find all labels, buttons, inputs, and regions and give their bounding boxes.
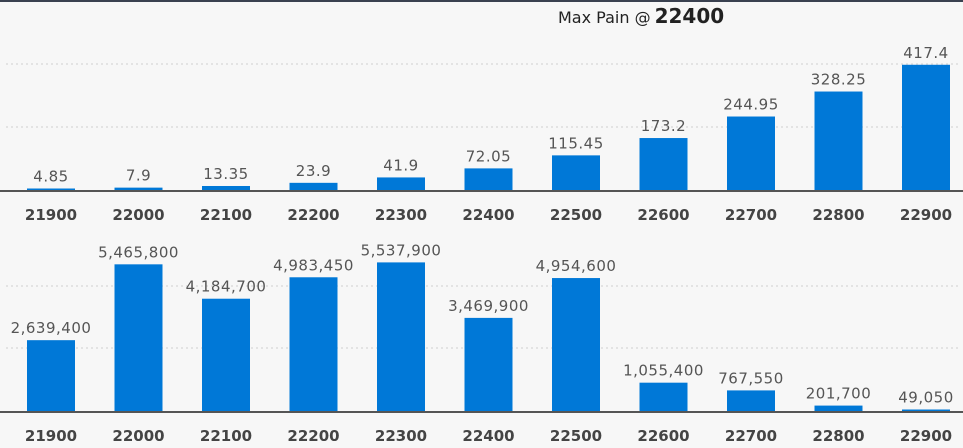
x-tick-label-22700: 22700 bbox=[725, 427, 777, 445]
value-label-22300: 5,537,900 bbox=[361, 241, 442, 259]
value-label-22100: 13.35 bbox=[203, 165, 248, 183]
bar-22600[interactable] bbox=[639, 382, 688, 411]
x-tick-label-22100: 22100 bbox=[200, 427, 252, 445]
bar-22400[interactable] bbox=[464, 168, 513, 190]
x-tick-label-22400: 22400 bbox=[462, 427, 514, 445]
title-prefix: Max Pain @ bbox=[558, 8, 651, 27]
x-tick-label-22900: 22900 bbox=[900, 427, 952, 445]
x-tick-label-21900: 21900 bbox=[25, 427, 77, 445]
value-label-22800: 201,700 bbox=[806, 385, 872, 403]
value-label-22200: 4,983,450 bbox=[273, 256, 354, 274]
bar-22800[interactable] bbox=[814, 405, 863, 411]
bar-22600[interactable] bbox=[639, 138, 688, 190]
value-label-22600: 173.2 bbox=[641, 117, 686, 135]
value-label-22000: 5,465,800 bbox=[98, 243, 179, 261]
x-tick-label-22800: 22800 bbox=[812, 206, 864, 224]
bar-22700[interactable] bbox=[727, 390, 775, 411]
value-label-22800: 328.25 bbox=[811, 71, 867, 89]
bar-22200[interactable] bbox=[289, 182, 338, 190]
value-label-22600: 1,055,400 bbox=[623, 362, 704, 380]
bar-22100[interactable] bbox=[202, 298, 250, 411]
x-tick-label-22500: 22500 bbox=[550, 206, 602, 224]
bar-22000[interactable] bbox=[114, 187, 163, 190]
x-tick-label-22200: 22200 bbox=[287, 206, 339, 224]
bar-21900[interactable] bbox=[27, 188, 75, 191]
bar-21900[interactable] bbox=[27, 340, 75, 411]
value-label-22200: 23.9 bbox=[296, 162, 331, 180]
bar-22100[interactable] bbox=[202, 185, 250, 190]
value-label-22900: 417.4 bbox=[903, 44, 948, 62]
bar-22800[interactable] bbox=[814, 91, 863, 190]
x-tick-label-22700: 22700 bbox=[725, 206, 777, 224]
value-label-22500: 4,954,600 bbox=[536, 257, 617, 275]
x-tick-label-22300: 22300 bbox=[375, 427, 427, 445]
x-tick-label-22000: 22000 bbox=[112, 206, 164, 224]
x-tick-label-22500: 22500 bbox=[550, 427, 602, 445]
top-border bbox=[0, 0, 963, 2]
x-tick-label-21900: 21900 bbox=[25, 206, 77, 224]
x-tick-label-22200: 22200 bbox=[287, 427, 339, 445]
value-label-22700: 244.95 bbox=[723, 96, 779, 114]
x-tick-label-22800: 22800 bbox=[812, 427, 864, 445]
value-label-22400: 3,469,900 bbox=[448, 297, 529, 315]
value-label-22900: 49,050 bbox=[898, 389, 954, 407]
bar-22500[interactable] bbox=[552, 278, 600, 411]
bar-22500[interactable] bbox=[552, 155, 600, 190]
x-tick-label-22000: 22000 bbox=[112, 427, 164, 445]
bar-22700[interactable] bbox=[727, 116, 775, 190]
x-tick-label-22400: 22400 bbox=[462, 206, 514, 224]
value-label-22700: 767,550 bbox=[718, 369, 784, 387]
bar-22900[interactable] bbox=[902, 64, 950, 190]
bar-22900[interactable] bbox=[902, 409, 950, 412]
bar-22300[interactable] bbox=[377, 177, 425, 190]
value-label-22300: 41.9 bbox=[383, 156, 418, 174]
chart-2: 2,639,400 21900 5,465,800 22000 4,184,700 221… bbox=[0, 241, 963, 445]
bar-22300[interactable] bbox=[377, 262, 425, 411]
bar-22400[interactable] bbox=[464, 317, 513, 411]
x-tick-label-22600: 22600 bbox=[637, 427, 689, 445]
value-label-22500: 115.45 bbox=[548, 134, 604, 152]
x-tick-label-22900: 22900 bbox=[900, 206, 952, 224]
bar-22200[interactable] bbox=[289, 277, 338, 411]
chart-1: 4.85 21900 7.9 22000 13.35 22100 23.9 22200 41.9… bbox=[0, 44, 963, 224]
x-tick-label-22600: 22600 bbox=[637, 206, 689, 224]
value-label-22000: 7.9 bbox=[126, 167, 151, 185]
value-label-22400: 72.05 bbox=[466, 147, 511, 165]
x-tick-label-22300: 22300 bbox=[375, 206, 427, 224]
value-label-21900: 4.85 bbox=[33, 168, 68, 186]
x-tick-label-22100: 22100 bbox=[200, 206, 252, 224]
value-label-22100: 4,184,700 bbox=[186, 278, 267, 296]
bar-22000[interactable] bbox=[114, 264, 163, 411]
max-pain-value: 22400 bbox=[654, 4, 725, 28]
value-label-21900: 2,639,400 bbox=[11, 319, 92, 337]
chart-title: Max Pain @22400 bbox=[558, 4, 724, 28]
